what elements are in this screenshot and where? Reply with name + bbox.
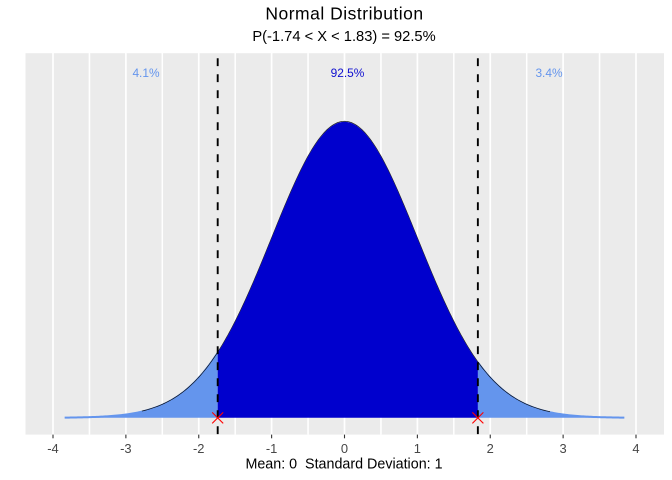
svg-text:Normal Distribution: Normal Distribution — [265, 4, 423, 24]
svg-text:3.4%: 3.4% — [535, 66, 563, 80]
svg-text:Mean: 0 Standard Deviation: 1: Mean: 0 Standard Deviation: 1 — [245, 457, 442, 473]
svg-text:2: 2 — [487, 441, 494, 456]
svg-text:3: 3 — [560, 441, 567, 456]
svg-text:-1: -1 — [266, 441, 277, 456]
svg-text:-4: -4 — [47, 441, 58, 456]
svg-text:4: 4 — [632, 441, 639, 456]
svg-text:4.1%: 4.1% — [132, 66, 160, 80]
svg-text:92.5%: 92.5% — [331, 66, 365, 80]
svg-text:0: 0 — [341, 441, 348, 456]
svg-text:1: 1 — [414, 441, 421, 456]
svg-text:-3: -3 — [120, 441, 131, 456]
svg-text:P(-1.74 < X < 1.83) = 92.5%: P(-1.74 < X < 1.83) = 92.5% — [252, 29, 435, 45]
svg-text:-2: -2 — [193, 441, 204, 456]
